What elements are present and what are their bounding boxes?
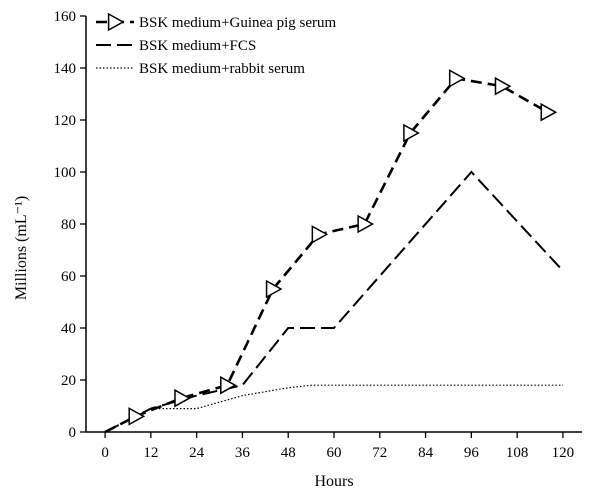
series-2 <box>104 170 564 433</box>
y-tick-label: 0 <box>69 425 77 441</box>
data-point-marker <box>494 76 512 96</box>
series-line <box>104 384 563 433</box>
y-axis-label: Millions (mL⁻¹) <box>13 196 30 300</box>
data-point-marker <box>128 407 146 426</box>
series-line <box>104 76 549 434</box>
x-tick-label: 108 <box>506 445 529 461</box>
data-point-marker <box>448 69 466 88</box>
data-point-marker <box>220 375 237 395</box>
x-tick-label: 96 <box>464 445 480 461</box>
y-tick-label: 80 <box>61 217 76 233</box>
x-tick-label: 60 <box>327 445 342 461</box>
series-line <box>104 170 564 433</box>
y-tick-label: 40 <box>61 321 76 337</box>
y-tick-label: 120 <box>54 113 77 129</box>
legend-label: BSK medium+rabbit serum <box>139 61 305 77</box>
axes: 0 20 40 60 80 100 120 140 160 0 12 24 36 48 60 72 84 96 10… <box>54 9 582 461</box>
x-axis-label: Hours <box>314 473 353 490</box>
series-3 <box>104 384 563 433</box>
legend: BSK medium+Guinea pig serum BSK medium+FC… <box>96 12 337 77</box>
x-tick-label: 72 <box>372 445 387 461</box>
x-tick-label: 48 <box>281 445 296 461</box>
data-point-marker <box>357 214 375 234</box>
x-tick-label: 12 <box>143 445 158 461</box>
data-point-marker <box>403 123 420 143</box>
y-tick-label: 20 <box>61 373 76 389</box>
y-tick-label: 60 <box>61 269 76 285</box>
series-group <box>104 69 564 434</box>
series-1 <box>104 69 558 434</box>
x-tick-label: 36 <box>235 445 251 461</box>
y-tick-label: 100 <box>54 165 77 181</box>
y-tick-label: 160 <box>54 9 77 25</box>
data-point-marker <box>265 279 283 299</box>
x-tick-label: 84 <box>418 445 434 461</box>
x-tick-label: 0 <box>101 445 109 461</box>
x-tick-label: 24 <box>189 445 205 461</box>
data-point-marker <box>540 102 558 122</box>
data-point-marker <box>174 388 191 408</box>
data-point-marker <box>311 225 329 244</box>
y-tick-label: 140 <box>54 61 77 77</box>
legend-label: BSK medium+FCS <box>139 38 256 54</box>
legend-marker <box>107 12 125 32</box>
x-tick-label: 120 <box>552 445 575 461</box>
legend-label: BSK medium+Guinea pig serum <box>139 15 337 31</box>
